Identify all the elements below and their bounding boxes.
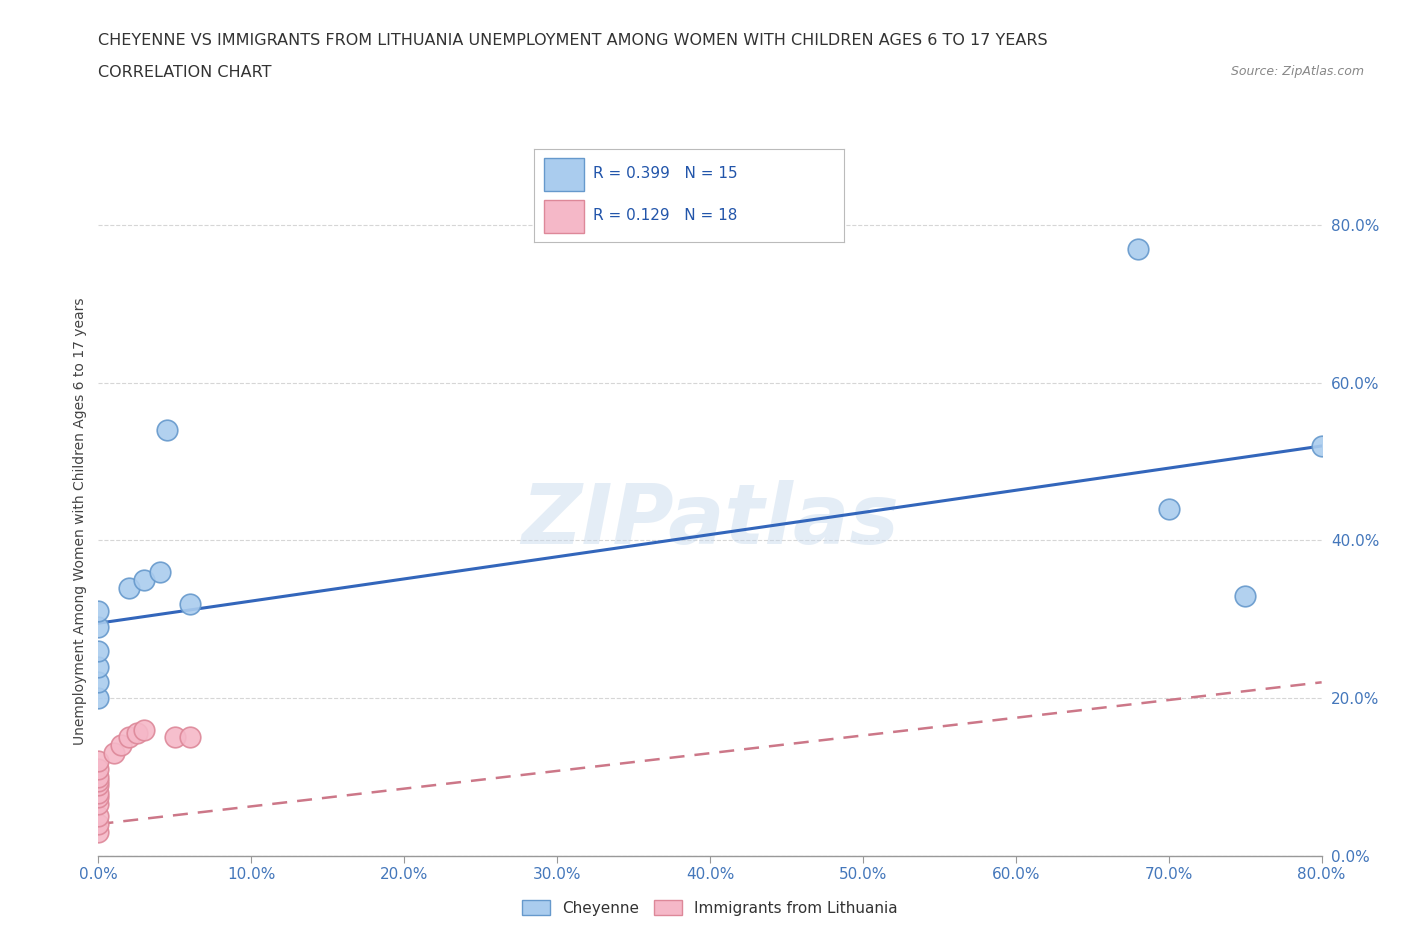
- Point: [179, 596, 201, 611]
- Point: [149, 565, 172, 579]
- Text: CORRELATION CHART: CORRELATION CHART: [98, 65, 271, 80]
- Point: [87, 789, 110, 804]
- Point: [125, 726, 148, 741]
- Point: [110, 737, 132, 752]
- Point: [87, 691, 110, 706]
- Point: [163, 730, 186, 745]
- Point: [87, 604, 110, 618]
- Point: [87, 762, 110, 777]
- Point: [87, 644, 110, 658]
- Bar: [544, 158, 583, 191]
- Bar: [544, 200, 583, 232]
- Point: [179, 730, 201, 745]
- Text: ZIPatlas: ZIPatlas: [522, 480, 898, 562]
- Point: [1157, 501, 1180, 516]
- Legend: Cheyenne, Immigrants from Lithuania: Cheyenne, Immigrants from Lithuania: [516, 894, 904, 922]
- Point: [87, 619, 110, 634]
- Point: [118, 730, 141, 745]
- Point: [87, 809, 110, 824]
- Point: [87, 785, 110, 800]
- Point: [134, 573, 156, 588]
- Point: [87, 675, 110, 690]
- Point: [87, 825, 110, 840]
- Text: Source: ZipAtlas.com: Source: ZipAtlas.com: [1230, 65, 1364, 78]
- Text: R = 0.399   N = 15: R = 0.399 N = 15: [593, 166, 738, 181]
- Point: [87, 659, 110, 674]
- Point: [1128, 242, 1150, 257]
- Point: [1234, 588, 1257, 603]
- Point: [1310, 439, 1333, 454]
- Point: [134, 722, 156, 737]
- Text: R = 0.129   N = 18: R = 0.129 N = 18: [593, 208, 737, 223]
- Point: [87, 753, 110, 768]
- Point: [118, 580, 141, 595]
- Point: [87, 774, 110, 789]
- Point: [87, 817, 110, 831]
- Point: [87, 797, 110, 812]
- Y-axis label: Unemployment Among Women with Children Ages 6 to 17 years: Unemployment Among Women with Children A…: [73, 297, 87, 745]
- Point: [156, 423, 179, 438]
- Point: [87, 769, 110, 784]
- Point: [87, 777, 110, 792]
- Point: [103, 746, 125, 761]
- Text: CHEYENNE VS IMMIGRANTS FROM LITHUANIA UNEMPLOYMENT AMONG WOMEN WITH CHILDREN AGE: CHEYENNE VS IMMIGRANTS FROM LITHUANIA UN…: [98, 33, 1047, 47]
